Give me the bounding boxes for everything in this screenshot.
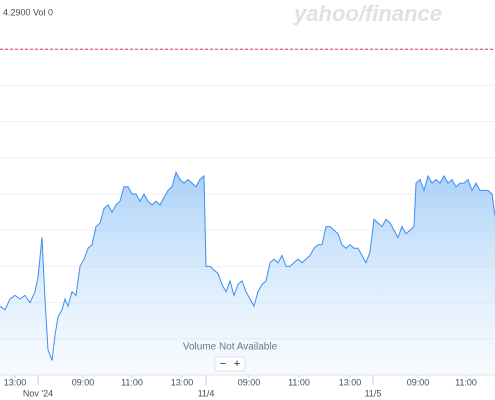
x-tick-label: 11/5	[365, 388, 382, 398]
price-label: 4.2900	[3, 7, 31, 17]
x-tick-label: Nov '24	[23, 388, 53, 398]
watermark: yahoo/finance	[293, 1, 442, 26]
x-tick-label: 09:00	[407, 377, 430, 387]
x-tick-label: 13:00	[171, 377, 194, 387]
volume-label: Vol 0	[33, 7, 53, 17]
x-tick-label: 09:00	[72, 377, 95, 387]
x-tick-label: 11:00	[288, 377, 310, 387]
x-tick-label: 13:00	[339, 377, 362, 387]
x-tick-label: 11:00	[121, 377, 143, 387]
x-tick-label: 13:00	[4, 377, 27, 387]
zoom-in[interactable]: +	[234, 358, 240, 370]
area-fill	[0, 172, 495, 375]
zoom-controls	[214, 356, 246, 372]
x-tick-label: 11:00	[455, 377, 477, 387]
x-tick-label: 09:00	[238, 377, 261, 387]
x-tick-label: 11/4	[198, 388, 215, 398]
volume-note: Volume Not Available	[183, 342, 278, 353]
plot	[0, 170, 495, 375]
zoom-out[interactable]: −	[220, 358, 226, 370]
price-line	[0, 170, 495, 361]
